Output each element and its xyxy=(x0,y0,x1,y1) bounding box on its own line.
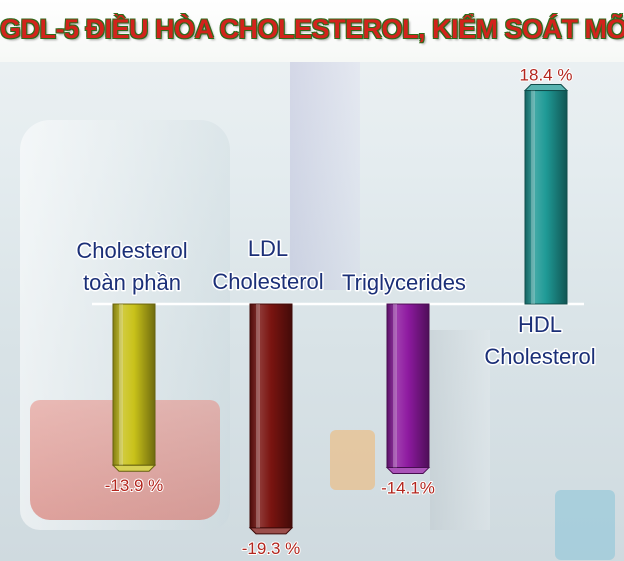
value-label-2: -19.3 % xyxy=(242,539,301,558)
bar-4-body xyxy=(524,90,568,305)
value-label-4: 18.4 % xyxy=(520,66,573,85)
value-label-1: -13.9 % xyxy=(105,476,164,495)
chart-title: GDL-5 ĐIỀU HÒA CHOLESTEROL, KIỂM SOÁT MỠ… xyxy=(0,14,624,44)
category-label-1: Cholesterol toàn phần xyxy=(76,238,187,295)
bar-3-highlight xyxy=(393,304,397,468)
labels-group: -13.9 % -19.3 % -14.1% 18.4 % Cholesterol toà… xyxy=(75,65,597,559)
value-label-3: -14.1% xyxy=(381,479,435,498)
category-label-3: Triglycerides xyxy=(342,270,466,295)
bar-1-highlight xyxy=(119,304,123,466)
title-bar xyxy=(0,0,624,62)
bars-group xyxy=(92,84,584,535)
category-label-4: HDL Cholesterol xyxy=(484,312,595,369)
bar-4-highlight xyxy=(531,90,535,304)
bar-4 xyxy=(523,84,569,305)
bar-3-cap xyxy=(385,467,431,475)
bar-4-cap xyxy=(523,84,569,92)
bar-1 xyxy=(111,303,157,472)
bar-3 xyxy=(385,303,431,475)
bar-1-body xyxy=(112,303,156,466)
bar-2-highlight xyxy=(256,304,260,528)
bar-2-cap xyxy=(248,527,294,535)
bar-1-cap xyxy=(111,464,157,472)
category-label-2: LDL Cholesterol xyxy=(212,236,323,294)
bar-2 xyxy=(248,303,294,535)
